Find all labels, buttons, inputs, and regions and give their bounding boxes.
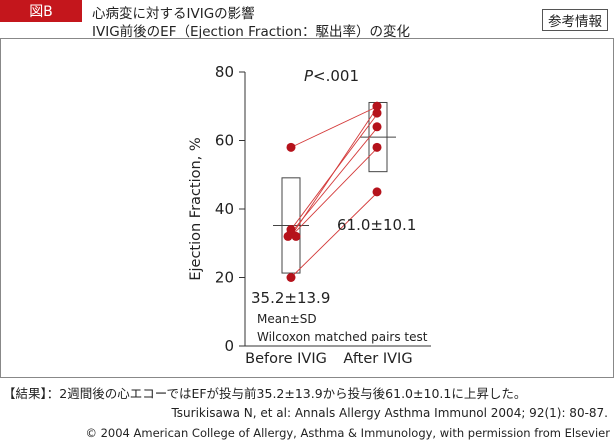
x-category-label: Before IVIG (245, 351, 327, 367)
p-value-label: P<.001 (304, 67, 359, 85)
figure-title-line2: IVIG前後のEF（Ejection Fraction：駆出率）の変化 (92, 24, 411, 40)
y-axis-label: Ejection Fraction, % (188, 137, 204, 280)
after-point (372, 122, 382, 132)
ef-chart: 0 20 40 60 80 Ejection Fraction, % Before IVIG… (188, 63, 431, 367)
after-point (372, 101, 382, 111)
x-category-label: After IVIG (343, 351, 412, 367)
before-summary-label: 35.2±13.9 (251, 289, 330, 307)
note-mean-sd: Mean±SD (257, 312, 317, 326)
after-point (372, 142, 382, 152)
before-point (283, 231, 293, 241)
paired-line (290, 105, 379, 148)
y-tick-label: 80 (215, 63, 234, 81)
figure-label-badge: 図B (0, 0, 82, 22)
paired-line (290, 191, 379, 278)
result-text: 【結果】：2週間後の心エコーではEFが投与前35.2±13.9から投与後61.0… (3, 386, 527, 401)
note-test-name: Wilcoxon matched pairs test (257, 330, 428, 344)
chart-panel: 0 20 40 60 80 Ejection Fraction, % Before IVIG… (0, 38, 614, 378)
paired-line (290, 105, 379, 237)
y-tick-label: 0 (224, 337, 234, 355)
y-tick-label: 60 (215, 132, 234, 150)
y-tick-label: 40 (215, 200, 234, 218)
citation-line2: © 2004 American College of Allergy, Asth… (85, 426, 610, 440)
reference-info-tag: 参考情報 (542, 9, 608, 31)
before-point (291, 231, 301, 241)
figure-title-line1: 心病変に対するIVIGの影響 (92, 6, 255, 22)
after-point (372, 108, 382, 118)
after-point (372, 187, 382, 197)
paired-line (290, 147, 379, 237)
y-tick-label: 20 (215, 269, 234, 287)
citation-line1: Tsurikisawa N, et al: Annals Allergy Ast… (171, 406, 608, 420)
after-summary-label: 61.0±10.1 (337, 216, 416, 234)
before-point (286, 142, 296, 152)
before-point (286, 273, 296, 282)
